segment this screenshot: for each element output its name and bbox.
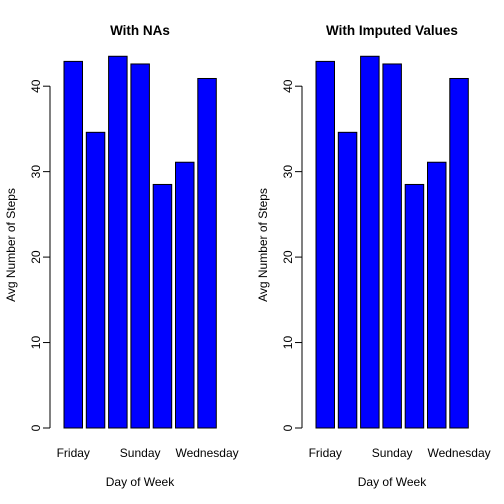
y-tick-label: 30	[281, 165, 295, 179]
y-tick-label: 30	[29, 165, 43, 179]
y-tick-label: 40	[281, 79, 295, 93]
bar-wednesday	[449, 77, 469, 429]
y-tick-label: 40	[29, 79, 43, 93]
y-tick-label: 0	[29, 424, 43, 431]
bar-friday	[315, 60, 335, 429]
x-tick-label: Sunday	[372, 446, 413, 460]
bar-friday	[63, 60, 83, 429]
y-tick-label: 20	[29, 250, 43, 264]
bar-monday	[337, 131, 358, 429]
chart-title: With NAs	[110, 23, 170, 38]
y-tick-label: 10	[29, 336, 43, 350]
x-tick-label: Wednesday	[175, 446, 238, 460]
x-tick-label: Wednesday	[427, 446, 490, 460]
bar-saturday	[360, 55, 380, 429]
bar-monday	[85, 131, 106, 429]
bar-sunday	[382, 63, 402, 429]
right-chart-panel: With Imputed Values 0 10 20 30 40 Friday Sunday…	[256, 23, 490, 489]
left-chart-panel: With NAs 0 10 20 30 40 Friday Sunday Wednesday Da…	[4, 23, 238, 489]
x-axis-label: Day of Week	[358, 475, 427, 489]
bar-tuesday	[427, 161, 447, 429]
x-tick-label: Friday	[309, 446, 342, 460]
bar-saturday	[108, 55, 128, 429]
x-tick-label: Friday	[57, 446, 90, 460]
y-tick-label: 10	[281, 336, 295, 350]
x-tick-label: Sunday	[120, 446, 161, 460]
x-axis-label: Day of Week	[106, 475, 175, 489]
y-axis-label: Avg Number of Steps	[256, 188, 270, 302]
bar-tuesday	[175, 161, 195, 429]
bar-sunday	[130, 63, 150, 429]
bar-thursday	[404, 183, 425, 429]
y-tick-label: 0	[281, 424, 295, 431]
y-tick-label: 20	[281, 250, 295, 264]
chart-title: With Imputed Values	[326, 23, 458, 38]
y-axis-label: Avg Number of Steps	[4, 188, 18, 302]
bar-thursday	[152, 183, 173, 429]
bar-wednesday	[197, 77, 217, 429]
